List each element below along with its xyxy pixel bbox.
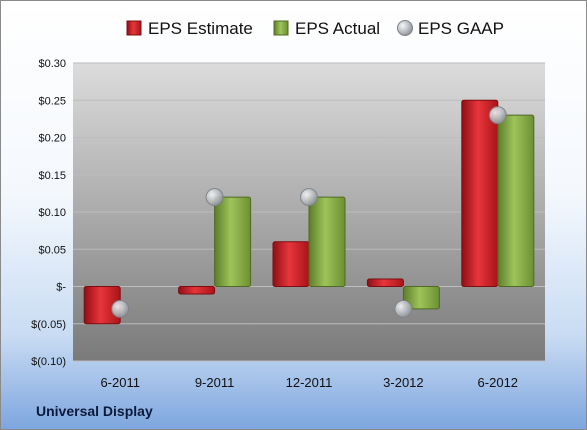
x-tick-label: 12-2011: [286, 375, 333, 390]
company-name: Universal Display: [36, 403, 153, 419]
y-tick-label: $0.05: [38, 244, 66, 256]
x-tick-label: 3-2012: [383, 375, 423, 390]
y-tick-label: $0.20: [38, 133, 66, 145]
legend-label: EPS Estimate: [148, 19, 253, 38]
y-tick-label: $0.10: [38, 207, 66, 219]
x-tick-label: 9-2011: [195, 375, 235, 390]
actual-bar: [402, 286, 440, 310]
gaap-marker: [394, 299, 413, 318]
x-tick-label: 6-2012: [478, 375, 518, 390]
actual-bar: [497, 114, 535, 288]
y-tick-label: $0.30: [38, 58, 66, 70]
legend-gaap-swatch: [397, 20, 413, 36]
legend-actual-swatch: [273, 20, 289, 36]
gaap-marker: [488, 106, 507, 125]
legend-estimate-swatch: [126, 20, 142, 36]
gaap-marker: [205, 188, 224, 207]
gaap-marker: [111, 299, 130, 318]
y-tick-label: $(0.10): [31, 356, 66, 368]
y-tick-label: $0.25: [38, 95, 66, 107]
estimate-bar: [272, 241, 310, 288]
legend-label: EPS Actual: [295, 19, 380, 38]
estimate-bar: [178, 286, 216, 295]
y-tick-label: $0.15: [38, 170, 66, 182]
x-tick-label: 6-2011: [100, 375, 140, 390]
gaap-marker: [300, 188, 318, 207]
estimate-bar: [461, 99, 499, 287]
estimate-bar: [366, 278, 404, 287]
actual-bar: [214, 196, 252, 288]
y-tick-label: $(0.05): [31, 319, 66, 331]
y-tick-label: $-: [56, 282, 66, 294]
actual-bar: [308, 196, 346, 288]
legend-label: EPS GAAP: [418, 19, 504, 38]
